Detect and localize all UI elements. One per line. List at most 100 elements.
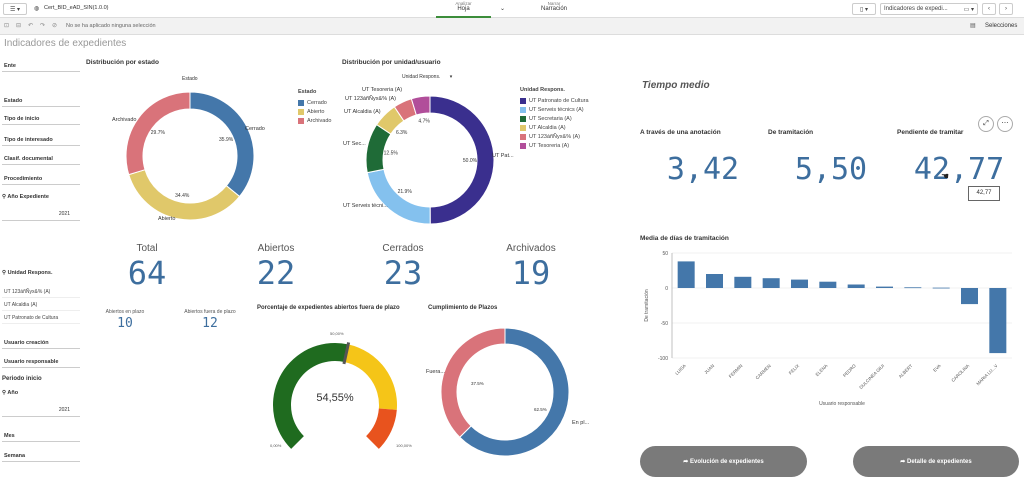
clear-icon[interactable]: ⊘: [52, 23, 58, 29]
filter-anio[interactable]: ⚲ Año: [2, 390, 80, 396]
slice-label: 29.7%: [151, 130, 166, 136]
bookmark-button[interactable]: ▯ ▾: [852, 3, 876, 15]
expand-icon[interactable]: ⤢: [978, 116, 994, 132]
menu-button[interactable]: ☰ ▾: [3, 3, 27, 15]
x-tick-label: JUAN: [703, 363, 715, 375]
bar[interactable]: [762, 278, 780, 288]
share-icon: ➦: [683, 459, 690, 465]
bar-chart[interactable]: 50 0 -50 -100 De tramitación LUISA JUAN FERMIN C…: [640, 245, 1020, 415]
filter-usuario-resp[interactable]: Usuario responsable: [2, 356, 80, 368]
bar[interactable]: [932, 287, 950, 289]
list-item[interactable]: UT 123áñÑyx&% (A): [2, 287, 80, 298]
bar[interactable]: [847, 284, 865, 289]
list-item[interactable]: UT Patronato de Cultura: [2, 313, 80, 324]
bar[interactable]: [876, 286, 893, 288]
search-icon: ⚲: [2, 194, 8, 200]
x-tick-label: CAROLINA: [950, 363, 970, 383]
filter-tipo-interesado[interactable]: Tipo de interesado: [2, 134, 80, 146]
legend-label: UT Secretaria (A): [529, 116, 572, 122]
cumplimiento-label-en: En pl...: [572, 420, 590, 426]
filter-semana[interactable]: Semana: [2, 450, 80, 462]
tiempo-c2-label: De tramitación: [768, 129, 814, 136]
legend-label: Abierto: [307, 109, 325, 115]
tab-narrate[interactable]: Narrar Narración: [525, 0, 583, 18]
smart-search-icon[interactable]: ⊡: [4, 23, 10, 29]
cursor-icon: ☚: [941, 171, 950, 181]
unidad-donut[interactable]: 50.0% 21.9% 12.5% 6.3% 4.7%: [360, 90, 500, 230]
detalle-button[interactable]: ➦ Detalle de expedientes: [853, 446, 1019, 477]
legend-item[interactable]: UT Alcaldia (A): [520, 124, 589, 133]
prev-sheet-button[interactable]: ‹: [982, 3, 996, 15]
donut-slice[interactable]: [429, 95, 495, 225]
chevron-down-icon[interactable]: ⌄: [500, 6, 506, 12]
bar[interactable]: [961, 288, 978, 305]
bar[interactable]: [791, 279, 808, 288]
tab-analyze[interactable]: Analizar Hoja: [436, 0, 491, 18]
donut-slice[interactable]: [410, 95, 431, 116]
filter-anio-value[interactable]: 2021: [2, 407, 80, 417]
gauge-band-mid: [344, 344, 397, 410]
filter-unidad[interactable]: ⚲ Unidad Respons.: [2, 270, 80, 276]
detalle-button-label: Detalle de expedientes: [907, 458, 972, 465]
gauge-chart[interactable]: [260, 330, 410, 450]
legend-item[interactable]: UT Tesoreria (A): [520, 142, 589, 151]
donut-slice[interactable]: [189, 91, 255, 198]
list-item[interactable]: UT Alcaldia (A): [2, 300, 80, 311]
filter-tipo-inicio[interactable]: Tipo de inicio: [2, 113, 80, 125]
bar[interactable]: [989, 288, 1007, 354]
unidad-label-serveis: UT Serveis técni...: [343, 203, 388, 209]
legend-item[interactable]: Archivado: [298, 117, 331, 126]
bar[interactable]: [706, 274, 723, 288]
unidad-dropdown[interactable]: Unidad Respons. ▾: [402, 74, 452, 80]
donut-slice[interactable]: [440, 327, 506, 438]
legend-item[interactable]: UT Serveis técnics (A): [520, 106, 589, 115]
filter-procedimiento[interactable]: Procedimiento: [2, 173, 80, 185]
legend-swatch: [520, 142, 526, 149]
more-options-icon[interactable]: ⋯: [997, 116, 1013, 132]
donut-slice[interactable]: [366, 168, 431, 225]
x-tick-label: ELENA: [815, 363, 829, 377]
legend-item[interactable]: UT 123áñÑyx&% (A): [520, 133, 589, 142]
legend-item[interactable]: Cerrado: [298, 99, 331, 108]
filter-anio-exp-label: Año Expediente: [7, 194, 49, 200]
donut-slice[interactable]: [125, 91, 191, 176]
gauge-min-label: 0,00%: [270, 443, 282, 448]
back-icon[interactable]: ↶: [28, 23, 34, 29]
bar[interactable]: [819, 281, 837, 288]
legend-item[interactable]: UT Secretaria (A): [520, 115, 589, 124]
filter-mes[interactable]: Mes: [2, 430, 80, 442]
selection-tool-icon[interactable]: ⊟: [16, 23, 22, 29]
kpi-abiertos-value: 22: [256, 254, 296, 292]
sheet-dropdown[interactable]: Indicadores de expedi... ▭ ▾: [880, 3, 978, 15]
donut-slice[interactable]: [459, 327, 570, 457]
filter-clasif[interactable]: Clasif. documental: [2, 153, 80, 165]
filter-anio-exp-value[interactable]: 2021: [2, 211, 80, 221]
filter-estado[interactable]: Estado: [2, 95, 80, 107]
filter-ente[interactable]: Ente: [2, 60, 80, 72]
estado-donut[interactable]: 35.9% 34.4% 29.7%: [120, 86, 260, 226]
legend-item[interactable]: Abierto: [298, 108, 331, 117]
tab-analyze-small: Analizar: [455, 1, 472, 6]
legend-swatch: [520, 133, 526, 140]
legend-label: UT Patronato de Cultura: [529, 98, 589, 104]
filter-usuario-creacion[interactable]: Usuario creación: [2, 337, 80, 349]
estado-label-archivado: Archivado: [112, 117, 137, 123]
forward-icon[interactable]: ↷: [40, 23, 46, 29]
cumplimiento-donut[interactable]: [435, 322, 575, 462]
unidad-legend-title: Unidad Respons.: [520, 87, 565, 93]
slice-label: 34.4%: [175, 193, 190, 199]
slice-label: 50.0%: [463, 158, 478, 164]
x-tick-label: MARIA LU...V: [975, 363, 998, 386]
next-sheet-button[interactable]: ›: [999, 3, 1013, 15]
legend-item[interactable]: UT Patronato de Cultura: [520, 97, 589, 106]
gauge-value: 54,55%: [316, 392, 354, 404]
kpi-total-label: Total: [136, 243, 158, 254]
bar[interactable]: [677, 261, 695, 288]
estado-legend: Estado Cerrado Abierto Archivado: [298, 88, 331, 126]
x-tick-label: LUISA: [674, 363, 687, 376]
filter-anio-exp[interactable]: ⚲ Año Expediente: [2, 194, 80, 200]
evolucion-button[interactable]: ➦ Evolución de expedientes: [640, 446, 807, 477]
bar[interactable]: [734, 276, 752, 288]
selections-button[interactable]: Selecciones: [985, 23, 1018, 29]
bar[interactable]: [904, 287, 922, 289]
